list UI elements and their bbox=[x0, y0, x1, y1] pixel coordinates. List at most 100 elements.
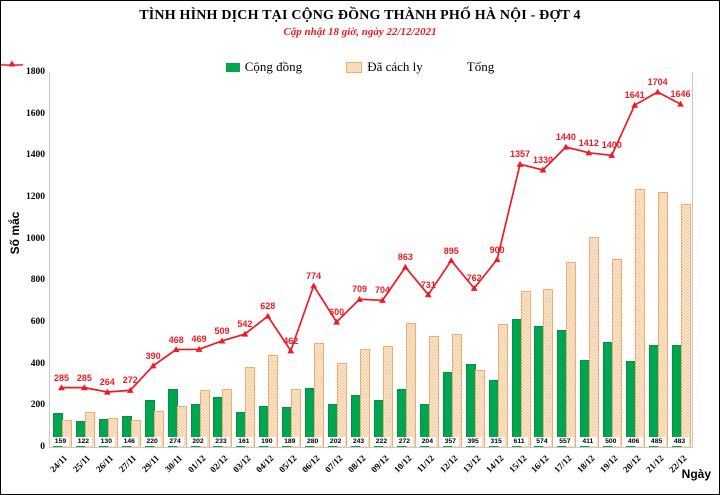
bar-quarantine bbox=[428, 336, 439, 447]
legend-item-total: Tổng bbox=[1, 59, 494, 75]
total-point-marker bbox=[379, 296, 386, 303]
bar-value-label: 272 bbox=[395, 437, 414, 446]
total-point-label: 704 bbox=[374, 285, 390, 296]
bar-quarantine bbox=[84, 412, 95, 447]
legend-item-community: Cộng đồng bbox=[225, 59, 302, 75]
bar-value-label: 189 bbox=[280, 437, 299, 446]
x-tick-label: 24/11 bbox=[48, 453, 70, 475]
bar-value-label: 146 bbox=[120, 437, 139, 446]
total-point-marker bbox=[677, 100, 684, 107]
bar-value-label: 395 bbox=[464, 437, 483, 446]
bar-quarantine bbox=[107, 418, 118, 447]
total-point-label: 895 bbox=[443, 245, 459, 256]
total-point-marker bbox=[80, 384, 88, 391]
total-point-label: 900 bbox=[489, 244, 505, 255]
legend-quarantine-label: Đã cách ly bbox=[367, 59, 423, 74]
total-point-label: 468 bbox=[168, 334, 184, 345]
bar-quarantine bbox=[291, 389, 302, 447]
y-tick-label: 1800 bbox=[26, 67, 45, 77]
total-line-marker-icon bbox=[1, 60, 23, 67]
x-tick-label: 06/12 bbox=[300, 453, 322, 475]
bar-quarantine bbox=[130, 419, 141, 447]
total-point-marker bbox=[585, 149, 593, 156]
total-point-marker bbox=[493, 256, 501, 263]
total-point-marker bbox=[58, 384, 65, 391]
bar-quarantine bbox=[497, 324, 508, 447]
y-tick-label: 800 bbox=[30, 275, 45, 286]
x-axis-title: Ngày bbox=[681, 467, 711, 481]
bar-value-label: 557 bbox=[555, 437, 574, 446]
total-point-marker bbox=[195, 345, 203, 352]
bar-quarantine bbox=[405, 322, 416, 447]
bar-value-label: 130 bbox=[97, 437, 116, 446]
community-swatch-icon bbox=[225, 62, 240, 72]
x-tick-label: 29/11 bbox=[140, 453, 162, 475]
x-tick-label: 09/12 bbox=[368, 453, 391, 475]
total-point-label: 285 bbox=[76, 372, 92, 383]
bar-quarantine bbox=[474, 369, 485, 447]
y-tick-label: 0 bbox=[40, 442, 45, 452]
chart-legend: Cộng đồng Đã cách ly Tổng bbox=[1, 59, 719, 75]
x-tick-label: 15/12 bbox=[506, 453, 529, 475]
bar-value-label: 274 bbox=[166, 437, 185, 446]
bar-quarantine bbox=[566, 262, 577, 447]
total-point-marker bbox=[516, 160, 524, 167]
bar-value-label: 611 bbox=[510, 437, 529, 446]
total-point-marker bbox=[356, 295, 363, 302]
x-tick-label: 10/12 bbox=[391, 453, 414, 475]
bar-value-label: 233 bbox=[211, 437, 230, 446]
total-point-marker bbox=[264, 312, 272, 319]
quarantine-swatch-icon bbox=[346, 61, 363, 73]
total-point-label: 1641 bbox=[624, 90, 645, 101]
total-point-label: 1330 bbox=[532, 154, 553, 165]
y-tick-label: 400 bbox=[30, 358, 45, 369]
bar-value-label: 500 bbox=[601, 437, 620, 446]
total-point-marker bbox=[401, 263, 409, 270]
x-tick-label: 08/12 bbox=[346, 453, 368, 475]
x-tick-label: 18/12 bbox=[575, 453, 597, 475]
total-point-marker bbox=[172, 346, 180, 353]
total-point-label: 272 bbox=[122, 375, 138, 386]
bar-quarantine bbox=[635, 188, 646, 447]
x-tick-label: 27/11 bbox=[117, 453, 139, 475]
x-tick-label: 11/12 bbox=[415, 453, 437, 475]
total-point-label: 1412 bbox=[578, 137, 599, 148]
bar-quarantine bbox=[589, 237, 600, 447]
x-tick-label: 30/11 bbox=[162, 453, 185, 475]
y-tick-label: 1400 bbox=[26, 150, 45, 161]
x-tick-label: 26/11 bbox=[94, 453, 116, 475]
x-tick-label: 12/12 bbox=[437, 453, 460, 475]
x-tick-label: 02/12 bbox=[208, 453, 231, 475]
x-tick-label: 14/12 bbox=[483, 453, 506, 475]
legend-item-quarantine: Đã cách ly bbox=[346, 59, 423, 75]
total-point-marker bbox=[218, 337, 226, 344]
bar-quarantine bbox=[520, 290, 531, 447]
total-point-marker bbox=[333, 318, 341, 325]
bar-quarantine bbox=[382, 345, 393, 447]
total-point-label: 1704 bbox=[647, 77, 668, 87]
y-tick-label: 1000 bbox=[26, 233, 45, 244]
total-point-marker bbox=[126, 386, 134, 393]
x-tick-label: 21/12 bbox=[644, 453, 666, 475]
bar-quarantine bbox=[245, 366, 256, 447]
bar-value-label: 122 bbox=[74, 437, 93, 446]
total-point-marker bbox=[562, 143, 570, 150]
total-point-label: 1646 bbox=[670, 89, 691, 100]
bar-value-label: 357 bbox=[441, 437, 460, 446]
plot-area: 159 122 130 146 220 274 202 233 161 190 189 280 202 2… bbox=[49, 72, 693, 448]
total-point-label: 469 bbox=[191, 334, 207, 345]
x-tick-label: 25/11 bbox=[71, 453, 93, 475]
total-point-marker bbox=[470, 284, 478, 291]
bar-quarantine bbox=[543, 288, 554, 447]
bar-value-label: 485 bbox=[647, 437, 666, 446]
total-point-label: 390 bbox=[145, 350, 161, 361]
bar-value-label: 315 bbox=[487, 437, 506, 446]
bar-value-label: 280 bbox=[303, 437, 322, 446]
bar-quarantine bbox=[61, 419, 72, 447]
total-point-label: 1357 bbox=[510, 149, 531, 160]
total-point-marker bbox=[310, 282, 318, 289]
y-tick-label: 1600 bbox=[26, 108, 45, 119]
total-point-label: 731 bbox=[420, 279, 436, 290]
total-point-marker bbox=[241, 330, 249, 337]
total-point-label: 709 bbox=[352, 284, 368, 295]
